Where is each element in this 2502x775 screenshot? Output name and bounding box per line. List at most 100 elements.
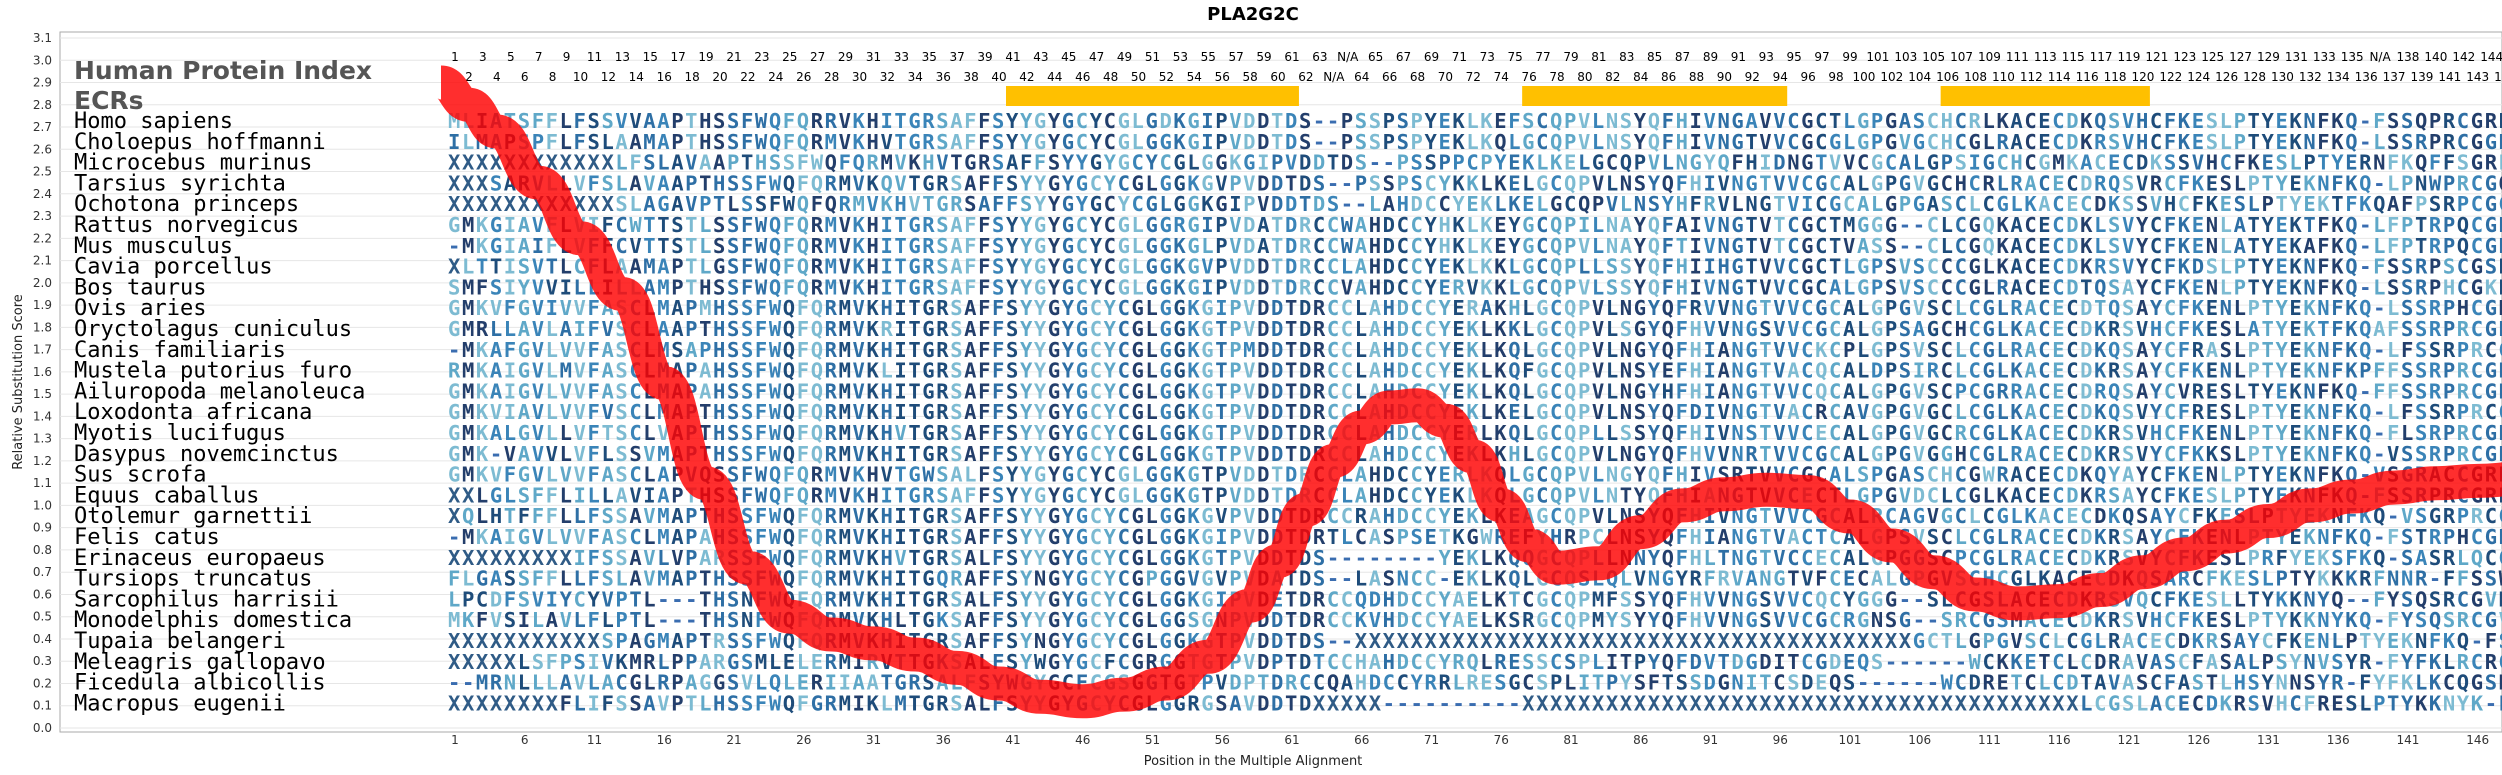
residue: V <box>615 109 627 133</box>
residue: E <box>2262 151 2274 175</box>
human-index-number: 137 <box>2383 70 2406 84</box>
residue: G <box>2471 130 2483 154</box>
residue: G <box>1913 192 1925 216</box>
residue: V <box>1787 171 1799 195</box>
residue: K <box>853 130 866 154</box>
residue: K <box>853 213 866 237</box>
species-name: Equus caballus <box>74 483 259 508</box>
residue: X <box>1745 691 1758 715</box>
residue: G <box>2471 151 2483 175</box>
residue: K <box>2108 192 2121 216</box>
residue: I <box>1578 213 1590 237</box>
sequence-alignment: MLIATSFFLFSSVVAAPTHSSFWQFQRRVKHITGRSAFFS… <box>448 109 2502 715</box>
residue: F <box>2178 171 2190 195</box>
residue: L <box>1146 171 1158 195</box>
residue: D <box>1271 192 1283 216</box>
residue: E <box>2192 130 2204 154</box>
residue: Q <box>2415 151 2427 175</box>
human-index-number: 102 <box>1880 70 1903 84</box>
residue: R <box>978 151 991 175</box>
residue: I <box>853 691 865 715</box>
residue: S <box>727 171 739 195</box>
residue: L <box>2220 130 2232 154</box>
human-index-number: 60 <box>1270 70 1285 84</box>
ecr-regions <box>1006 86 2150 106</box>
residue: C <box>2052 192 2064 216</box>
residue: K <box>2080 130 2093 154</box>
residue: C <box>1955 213 1967 237</box>
residue: T <box>699 171 711 195</box>
human-index-number: 59 <box>1256 50 1271 64</box>
x-tick-label: 121 <box>2118 733 2141 747</box>
human-index-number: 145 <box>2494 70 2502 84</box>
plot-frame <box>59 31 2502 733</box>
residue: E <box>2192 213 2204 237</box>
residue: G <box>1034 213 1046 237</box>
residue: G <box>1801 213 1813 237</box>
human-index-number: 124 <box>2187 70 2210 84</box>
y-tick-label: 2.1 <box>33 254 52 268</box>
residue: N <box>1787 151 1799 175</box>
residue: R <box>2485 109 2498 133</box>
human-index-number: 86 <box>1661 70 1676 84</box>
residue: K <box>2192 171 2205 195</box>
residue: V <box>1913 171 1925 195</box>
human-index-number: 82 <box>1605 70 1620 84</box>
human-index-number: 91 <box>1731 50 1746 64</box>
species-name: Cavia porcellus <box>74 255 273 280</box>
residue: F <box>1676 171 1688 195</box>
residue: K <box>867 171 880 195</box>
residue: R <box>950 192 963 216</box>
residue: T <box>2248 130 2260 154</box>
residue: Q <box>797 192 809 216</box>
residue: R <box>2499 130 2502 154</box>
residue: C <box>2178 192 2190 216</box>
residue: S <box>713 109 725 133</box>
residue: S <box>992 109 1004 133</box>
residue: P <box>1941 151 1953 175</box>
residue: X <box>588 151 601 175</box>
residue: C <box>2192 691 2204 715</box>
residue: L <box>1913 151 1925 175</box>
residue: D <box>2136 151 2148 175</box>
residue: C <box>1076 109 1088 133</box>
residue: E <box>2052 171 2064 195</box>
residue: P <box>727 151 739 175</box>
residue: S <box>1369 130 1381 154</box>
species-name: Microcebus murinus <box>74 151 312 176</box>
residue: I <box>880 234 892 258</box>
residue: L <box>560 130 572 154</box>
residue: P <box>1271 151 1283 175</box>
residue: L <box>601 130 613 154</box>
residue: M <box>1843 213 1855 237</box>
residue: S <box>1620 130 1632 154</box>
residue: C <box>2122 151 2134 175</box>
residue: D <box>1313 192 1325 216</box>
sequence-row: XXXXXXXXXXXXLFSLAVAAPTHSSFWQFQRMVKHVTGRS… <box>448 151 2502 175</box>
residue: K <box>1452 171 1465 195</box>
sequence-row: ILMAPSPFLFSLAAMAPTHSSFWQFQRMVKHVTGRSAFFS… <box>448 130 2502 154</box>
residue: G <box>1731 109 1743 133</box>
residue: K <box>476 213 489 237</box>
residue: K <box>1996 109 2009 133</box>
human-index-number: 68 <box>1410 70 1425 84</box>
residue: L <box>1843 130 1855 154</box>
residue: A <box>950 130 963 154</box>
residue: G <box>1243 151 1255 175</box>
residue: G <box>1996 192 2008 216</box>
residue: F <box>2317 213 2329 237</box>
residue: A <box>643 691 656 715</box>
human-index-number: 24 <box>768 70 783 84</box>
residue: S <box>1941 192 1953 216</box>
residue: X <box>1955 691 1968 715</box>
residue: L <box>2220 213 2232 237</box>
residue: G <box>2485 130 2497 154</box>
residue: P <box>1411 130 1423 154</box>
residue: L <box>1480 171 1492 195</box>
residue: L <box>2373 213 2385 237</box>
residue: S <box>588 130 600 154</box>
residue: G <box>1034 130 1046 154</box>
species-name: Felis catus <box>74 525 220 550</box>
residue: Y <box>2331 151 2344 175</box>
residue: P <box>1229 171 1241 195</box>
